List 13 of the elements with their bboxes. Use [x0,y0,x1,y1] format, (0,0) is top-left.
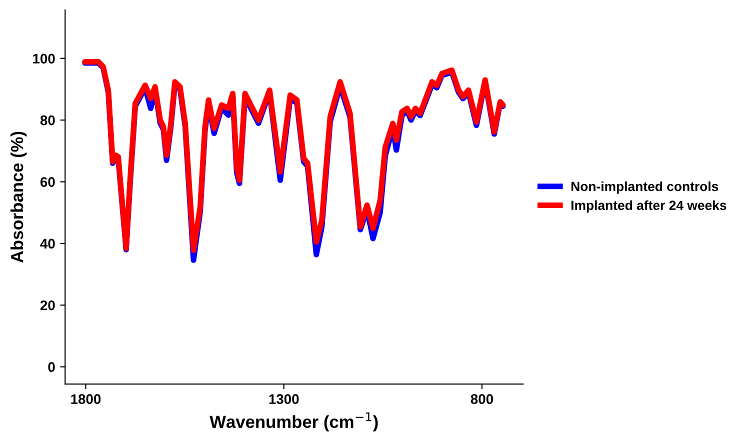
y-tick-label: 100 [33,54,55,64]
y-tick-label: 60 [40,177,55,187]
y-tick-label: 80 [40,115,55,126]
y-tick-label: 40 [40,238,55,249]
legend-label: Non-implanted controls [571,181,718,194]
x-axis-title: Wavenumber (cm$^{−1}$) [210,412,378,432]
y-axis-title: Absorbance (%) [10,132,27,263]
x-tick-label: 800 [470,394,493,404]
y-tick-label: 20 [40,300,55,310]
x-tick-label: 1300 [269,394,299,404]
y-tick-label: 0 [48,362,55,372]
x-tick-label: 1800 [71,394,101,404]
legend-label: Implanted after 24 weeks [571,200,726,213]
